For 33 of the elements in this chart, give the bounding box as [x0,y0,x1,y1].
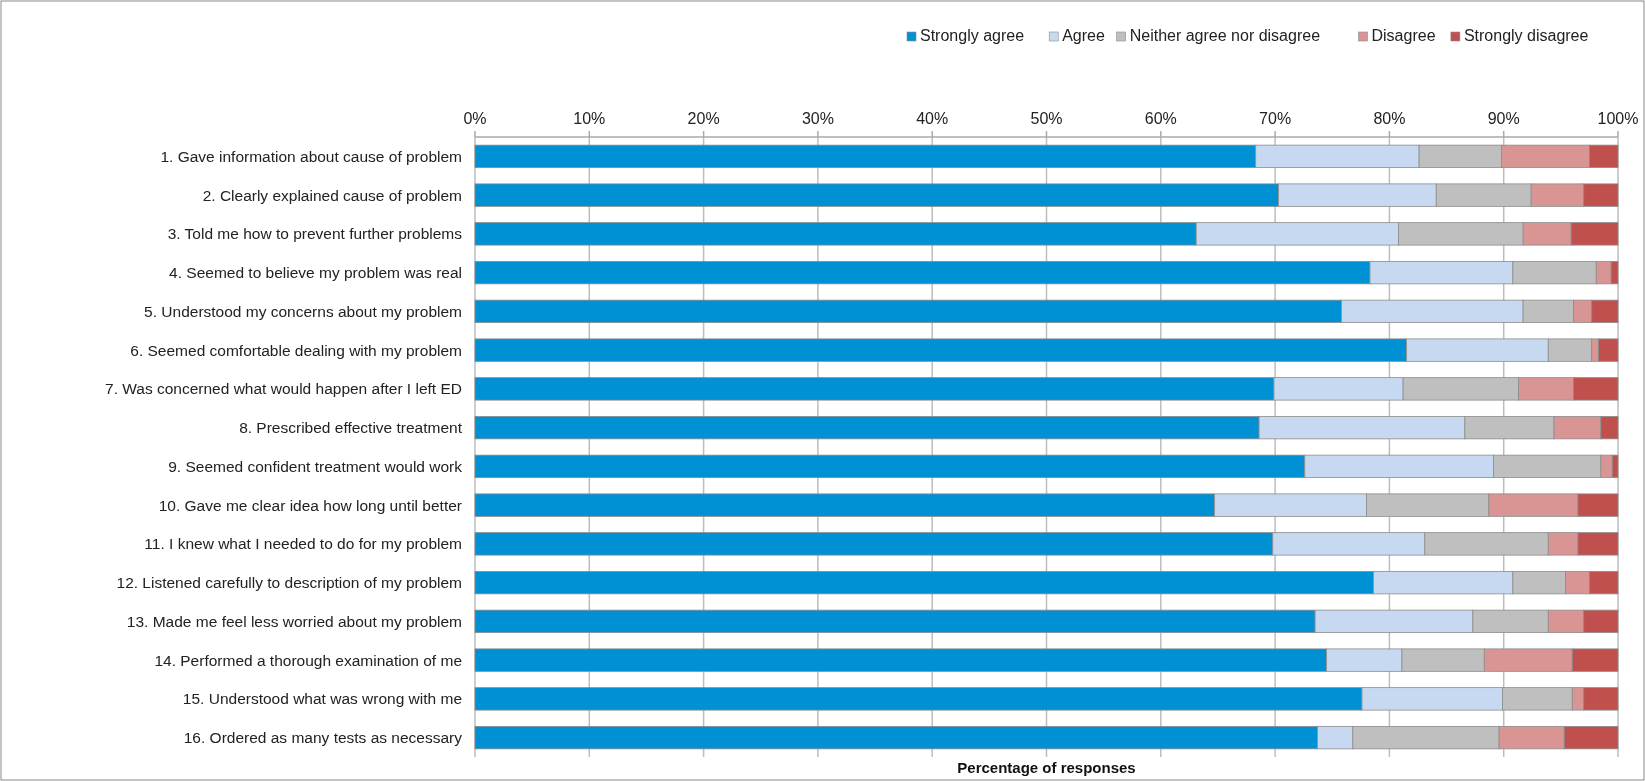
legend-label: Neither agree nor disagree [1129,27,1321,44]
y-tick-label: 9. Seemed confident treatment would work [168,457,463,475]
y-tick-label: 6. Seemed comfortable dealing with my problem [130,341,462,359]
y-tick-label: 12. Listened carefully to description of my problem [116,574,462,592]
x-tick-label: 10% [573,110,606,127]
y-tick-label: 5. Understood my concerns about my problem [144,302,462,320]
x-tick-label: 40% [916,110,949,127]
x-tick-label: 50% [1030,110,1063,127]
y-tick-label: 3. Told me how to prevent further problems [167,225,463,243]
legend-label: Agree [1062,27,1105,44]
x-tick-label: 90% [1487,110,1520,127]
y-tick-label: 15. Understood what was wrong with me [182,690,462,708]
y-tick-label: 13. Made me feel less worried about my problem [126,612,462,630]
x-tick-label: 60% [1144,110,1177,127]
y-tick-label: 1. Gave information about cause of problem [160,147,462,165]
y-tick-label: 7. Was concerned what would happen after I left ED [105,380,462,398]
x-tick-label: 100% [1597,110,1639,127]
x-tick-label: 80% [1373,110,1406,127]
y-tick-label: 4. Seemed to believe my problem was real [169,264,462,282]
legend-label: Strongly agree [920,27,1025,44]
x-tick-label: 70% [1259,110,1292,127]
x-axis-title: Percentage of responses [957,759,1136,776]
y-tick-label: 11. I knew what I needed to do for my problem [144,535,462,553]
x-tick-label: 20% [687,110,720,127]
x-tick-label: 0% [463,110,487,127]
y-tick-label: 16. Ordered as many tests as necessary [183,729,463,747]
legend-label: Disagree [1371,27,1436,44]
legend-label: Strongly disagree [1463,27,1589,44]
y-tick-label: 8. Prescribed effective treatment [239,419,463,437]
y-tick-label: 2. Clearly explained cause of problem [202,186,462,204]
y-tick-label: 14. Performed a thorough examination of me [154,651,462,669]
x-tick-label: 30% [801,110,834,127]
y-tick-label: 10. Gave me clear idea how long until better [158,496,462,514]
